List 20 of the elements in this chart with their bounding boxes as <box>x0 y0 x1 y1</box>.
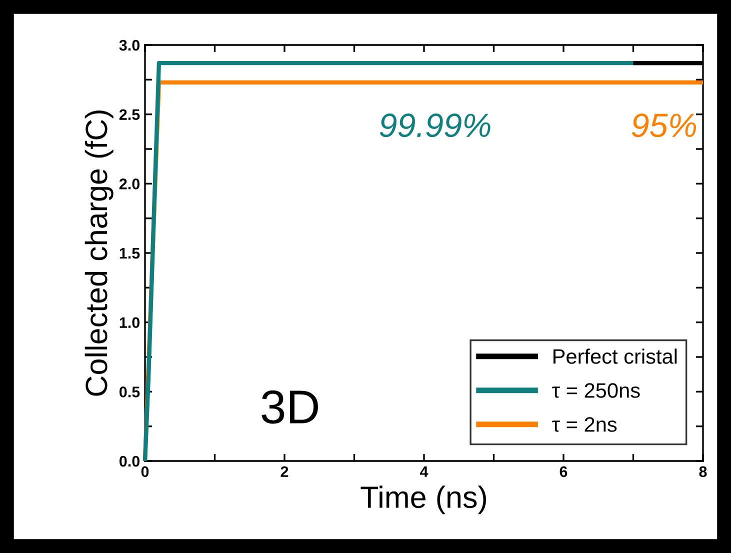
legend-label: τ = 250ns <box>552 383 640 398</box>
y-tick-label: 1.5 <box>120 248 140 259</box>
annotation: 3D <box>262 390 318 424</box>
y-tick-label: 2.5 <box>119 109 140 120</box>
y-tick-label: 0.5 <box>120 386 140 398</box>
annotation: 99.99% <box>380 114 490 138</box>
legend-label: τ = 2ns <box>552 417 617 432</box>
x-tick-label: 2 <box>280 466 288 477</box>
y-tick-label: 1.0 <box>120 317 140 328</box>
x-tick-label: 4 <box>420 466 428 477</box>
x-axis-title: Time (ns) <box>360 486 486 514</box>
x-tick-label: 0 <box>141 466 149 478</box>
x-tick-label: 8 <box>699 466 707 478</box>
y-tick-label: 3.0 <box>119 40 140 51</box>
x-tick-label: 6 <box>560 466 568 478</box>
y-tick-label: 0.0 <box>120 456 140 467</box>
legend-label: Perfect cristal <box>554 348 677 364</box>
annotation: 95% <box>632 114 696 138</box>
y-tick-label: 2.0 <box>119 178 140 190</box>
y-axis-title: Collected charge (fC) <box>84 110 114 396</box>
